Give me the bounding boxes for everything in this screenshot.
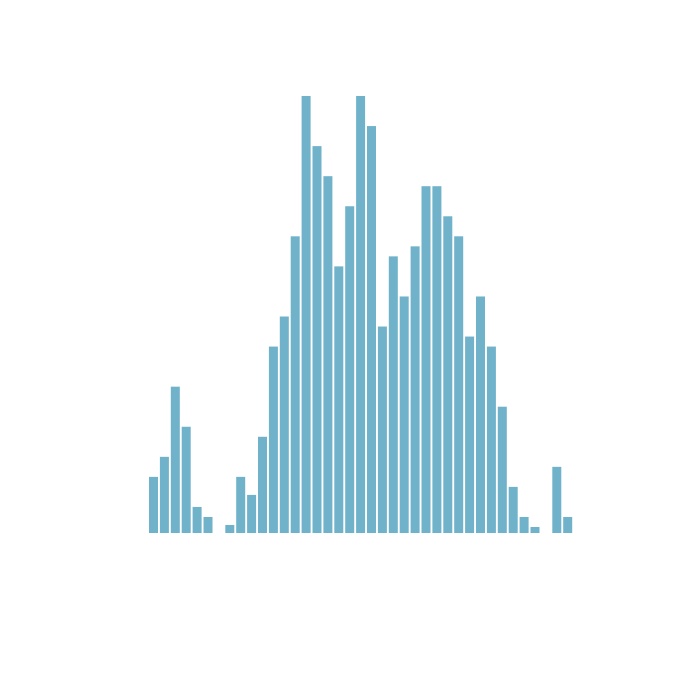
histogram-bar-26 xyxy=(421,186,431,533)
histogram-bar-23 xyxy=(388,256,398,533)
histogram-bar-30 xyxy=(465,336,475,533)
histogram-bar-5 xyxy=(192,506,202,533)
histogram-bar-1 xyxy=(149,476,158,533)
histogram-bar-19 xyxy=(345,206,355,533)
histogram-bar-29 xyxy=(454,236,464,533)
histogram-bar-9 xyxy=(236,476,246,533)
histogram-bar-25 xyxy=(410,246,420,533)
histogram-bar-20 xyxy=(356,96,366,533)
histogram-bar-2 xyxy=(159,456,169,533)
histogram-bar-18 xyxy=(334,266,344,533)
histogram-bar-27 xyxy=(432,186,442,533)
histogram-bar-14 xyxy=(290,236,300,533)
histogram-bar-38 xyxy=(552,466,562,533)
histogram-bar-21 xyxy=(367,126,376,533)
histogram-bar-6 xyxy=(203,516,213,533)
histogram-bar-4 xyxy=(181,426,191,533)
histogram-bar-3 xyxy=(170,386,180,533)
histogram-bar-17 xyxy=(323,176,333,533)
histogram-bar-34 xyxy=(508,486,518,533)
histogram-bar-31 xyxy=(476,296,485,533)
histogram-bar-33 xyxy=(497,406,507,533)
histogram-bar-8 xyxy=(225,524,235,533)
bars-group xyxy=(149,96,573,534)
histogram-bar-36 xyxy=(530,526,540,533)
histogram-bar-32 xyxy=(486,346,496,533)
histogram-bar-22 xyxy=(377,326,387,533)
histogram-bar-16 xyxy=(312,146,322,534)
histogram-bar-15 xyxy=(301,96,311,533)
histogram-bar-12 xyxy=(268,346,278,533)
histogram-bar-28 xyxy=(443,216,453,533)
histogram-bar-13 xyxy=(279,316,289,533)
histogram-bar-11 xyxy=(258,436,267,533)
histogram-bar-39 xyxy=(563,516,573,533)
histogram-bar-24 xyxy=(399,296,409,533)
histogram-bar-35 xyxy=(519,516,529,533)
histogram-bar-10 xyxy=(247,494,257,533)
